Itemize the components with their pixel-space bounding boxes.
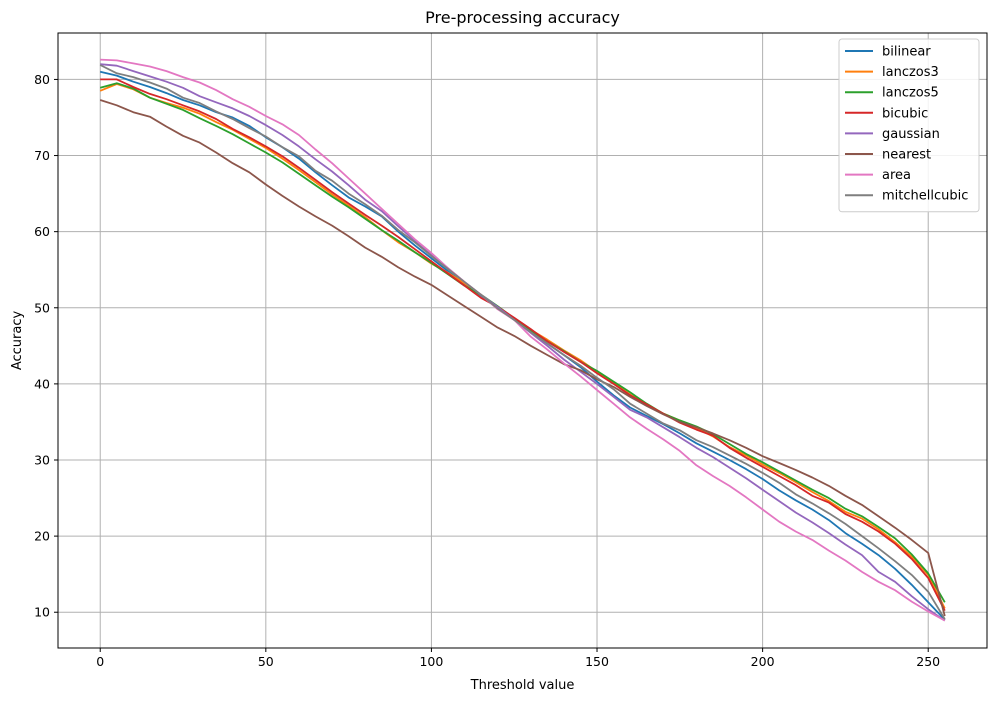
- legend-entry: nearest: [882, 148, 931, 163]
- legend: bilinear lanczos3 lanczos5 bicubic gaussian n…: [838, 38, 980, 213]
- x-tick-label: 250: [916, 654, 940, 669]
- plot-frame: [57, 32, 988, 649]
- grid: [58, 33, 987, 648]
- legend-entry: lanczos5: [882, 86, 939, 101]
- y-tick-label: 40: [34, 376, 50, 391]
- y-tick-label: 50: [34, 300, 50, 315]
- x-tick-label: 50: [258, 654, 274, 669]
- legend-entry: area: [882, 168, 911, 183]
- legend-entry: bilinear: [882, 45, 931, 60]
- series-line-lanczos5: [99, 82, 946, 603]
- x-tick-label: 200: [751, 654, 775, 669]
- series-line-bicubic: [100, 78, 946, 612]
- y-tick-label: 80: [34, 72, 50, 87]
- y-tick-label: 30: [34, 452, 50, 467]
- series-line-area: [100, 58, 946, 622]
- x-tick-label: 100: [419, 654, 443, 669]
- y-tick-label: 20: [34, 529, 50, 544]
- y-tick-label: 70: [34, 148, 50, 163]
- series-lines: [99, 58, 946, 622]
- axis-ticks: 0 50 100 150 200 250 10 20 30 40 50 60 70 80: [34, 72, 940, 669]
- legend-entry: lanczos3: [882, 65, 939, 80]
- legend-box: [838, 38, 980, 213]
- x-tick-label: 0: [96, 654, 104, 669]
- y-tick-label: 10: [34, 605, 50, 620]
- series-line-mitchellcubic: [99, 64, 946, 620]
- legend-entry: gaussian: [882, 127, 940, 142]
- y-tick-label: 60: [34, 224, 50, 239]
- chart-title: Pre-processing accuracy: [425, 8, 620, 27]
- y-axis-label: Accuracy: [10, 311, 25, 371]
- series-line-nearest: [99, 99, 946, 617]
- legend-entry: bicubic: [882, 106, 928, 121]
- legend-entry: mitchellcubic: [882, 189, 968, 204]
- x-axis-label: Threshold value: [470, 678, 575, 693]
- x-tick-label: 150: [585, 654, 609, 669]
